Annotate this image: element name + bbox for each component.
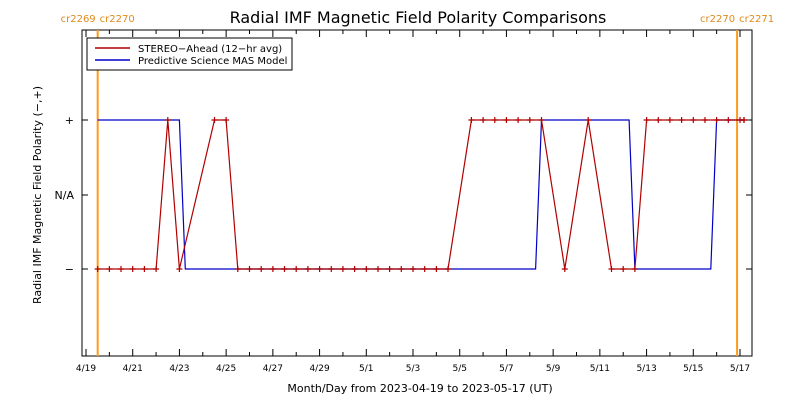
stereo-data-point <box>561 266 568 272</box>
legend-box <box>86 37 293 71</box>
stereo-data-point <box>526 117 533 123</box>
stereo-data-point <box>491 117 498 123</box>
stereo-data-point <box>164 117 171 123</box>
stereo-data-point <box>468 117 475 123</box>
carrington-label-right: cr2270 <box>100 14 135 25</box>
x-tick-label: 5/13 <box>636 364 656 374</box>
carrington-label-right: cr2271 <box>739 14 774 25</box>
stereo-data-point <box>234 266 241 272</box>
legend-label-mas: Predictive Science MAS Model <box>138 56 287 67</box>
stereo-data-point <box>246 266 253 272</box>
stereo-data-point <box>585 117 592 123</box>
legend-label-stereo: STEREO−Ahead (12−hr avg) <box>138 44 282 55</box>
stereo-data-point <box>281 266 288 272</box>
x-tick-label: 5/3 <box>406 364 420 374</box>
stereo-data-point <box>690 117 697 123</box>
stereo-data-point <box>351 266 358 272</box>
stereo-data-point <box>538 117 545 123</box>
stereo-data-point <box>363 266 370 272</box>
x-tick-label: 5/9 <box>546 364 561 374</box>
stereo-data-point <box>269 266 276 272</box>
stereo-data-point <box>339 266 346 272</box>
x-tick-label: 5/7 <box>499 364 513 374</box>
stereo-data-point <box>433 266 440 272</box>
x-tick-label: 5/5 <box>452 364 466 374</box>
stereo-data-point <box>386 266 393 272</box>
carrington-label-left: cr2269 <box>61 14 96 25</box>
stereo-data-point <box>713 117 720 123</box>
stereo-data-point <box>643 117 650 123</box>
stereo-data-point <box>666 117 673 123</box>
chart-title: Radial IMF Magnetic Field Polarity Compa… <box>230 8 607 27</box>
stereo-data-point <box>398 266 405 272</box>
x-tick-label: 4/27 <box>263 364 283 374</box>
stereo-data-point <box>304 266 311 272</box>
stereo-data-point <box>316 266 323 272</box>
x-tick-label: 5/15 <box>683 364 703 374</box>
stereo-data-point <box>620 266 627 272</box>
stereo-data-point <box>725 117 732 123</box>
stereo-data-point <box>129 266 136 272</box>
stereo-data-point <box>375 266 381 272</box>
stereo-data-point <box>678 117 685 123</box>
carrington-label-left: cr2270 <box>700 14 735 25</box>
x-tick-label: 4/25 <box>216 364 236 374</box>
x-tick-label: 4/23 <box>169 364 189 374</box>
stereo-data-point <box>223 117 230 123</box>
stereo-data-point <box>480 117 487 123</box>
x-tick-label: 5/17 <box>730 364 750 374</box>
stereo-data-point <box>741 117 747 123</box>
stereo-data-point <box>293 266 300 272</box>
x-axis-label: Month/Day from 2023-04-19 to 2023-05-17 … <box>287 382 552 395</box>
stereo-data-point <box>118 266 124 272</box>
stereo-data-point <box>515 117 522 123</box>
stereo-data-point <box>503 117 510 123</box>
stereo-data-point <box>106 266 113 272</box>
stereo-data-point <box>631 266 638 272</box>
y-tick-label: + <box>65 114 74 127</box>
stereo-data-point <box>421 266 428 272</box>
stereo-data-point <box>328 266 335 272</box>
mas-model-series-line <box>97 119 744 270</box>
x-tick-label: 5/1 <box>359 364 373 374</box>
plot-frame <box>81 29 753 357</box>
y-tick-label: − <box>65 263 74 276</box>
x-tick-label: 4/29 <box>309 364 329 374</box>
stereo-data-point <box>211 117 218 123</box>
stereo-data-point <box>176 266 183 272</box>
x-tick-label: 4/19 <box>76 364 96 374</box>
stereo-data-point <box>445 266 451 272</box>
stereo-data-point <box>410 266 416 272</box>
stereo-data-point <box>141 266 148 272</box>
stereo-data-point <box>655 117 662 123</box>
stereo-data-point <box>258 266 265 272</box>
stereo-data-point <box>702 117 708 123</box>
x-tick-label: 4/21 <box>123 364 143 374</box>
stereo-ahead-series-line <box>97 119 744 270</box>
y-tick-label: N/A <box>55 189 75 202</box>
y-axis-label: Radial IMF Magnetic Field Polarity (−,+) <box>31 86 44 304</box>
stereo-data-point <box>153 266 160 272</box>
x-tick-label: 5/11 <box>590 364 610 374</box>
stereo-data-point <box>608 266 615 272</box>
stereo-data-point <box>94 266 101 272</box>
